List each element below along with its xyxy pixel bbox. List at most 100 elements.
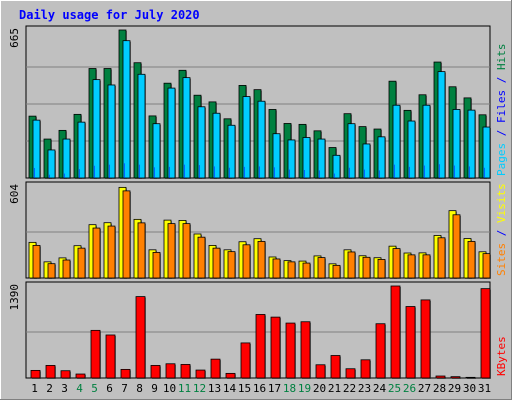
day-14-bars [225,372,236,379]
day-9-bars [150,365,161,379]
x-tick-label: 14 [223,382,237,395]
day-15-bars [240,342,251,379]
bar-sites [407,254,416,279]
bar-sites [437,237,446,279]
bar-files [184,164,185,178]
bar-files [94,165,95,178]
bar-files [244,166,245,178]
bar-kbytes [420,299,431,379]
day-21-bars [328,147,341,179]
panel-daily-kbytes: 1390 KBytes [8,281,508,379]
day-9-bars [148,249,161,279]
bar-kbytes [180,364,191,379]
x-tick-label: 5 [91,382,98,395]
x-tick-label: 18 [283,382,296,395]
bar-pages [392,104,401,179]
legend-text-3: / [495,70,508,90]
bar-sites [212,247,221,279]
bar-kbytes [285,322,296,379]
legend-text-1: / [495,223,508,243]
bar-kbytes [465,376,476,379]
day-18-bars [285,322,296,379]
day-10-bars [163,82,176,179]
day-17-bars [270,316,281,379]
bar-sites [392,248,401,279]
x-tick-label: 10 [163,382,176,395]
ymax-label-daily-kbytes: 1390 [8,284,21,311]
bar-sites [347,251,356,279]
x-tick-label: 9 [151,382,158,395]
day-21-bars [328,263,341,279]
day-19-bars [300,321,311,379]
bar-files [439,164,440,178]
legend-text-2: Files [495,90,508,123]
day-28-bars [435,375,446,379]
legend-text-0: KBytes [495,336,508,376]
day-27-bars [418,252,431,279]
x-tick-label: 11 [178,382,191,395]
bar-sites [182,223,191,279]
day-19-bars [298,260,311,279]
bar-pages [332,154,341,179]
bar-kbytes [210,358,221,379]
bar-pages [437,71,446,179]
day-30-bars [465,376,476,379]
bar-sites [92,227,101,279]
bar-files [109,164,110,178]
bar-files [214,166,215,178]
bar-kbytes [150,365,161,379]
x-tick-label: 21 [328,382,341,395]
bar-sites [47,263,56,279]
day-7-bars [118,186,131,279]
day-24-bars [375,323,386,379]
bar-kbytes-shadow [467,378,476,379]
day-19-bars [298,123,311,179]
day-5-bars [88,224,101,279]
bar-files [349,167,350,178]
bar-kbytes [30,369,41,379]
bar-sites [32,245,41,279]
day-24-bars [373,257,386,279]
bar-pages [197,106,206,179]
day-1-bars [28,241,41,279]
bar-kbytes [225,372,236,379]
panel-daily-visits: 604 Sites / Visits [8,181,508,279]
day-23-bars [358,126,371,179]
bar-pages [167,87,176,179]
bar-files [199,165,200,178]
day-11-bars [180,364,191,379]
day-29-bars [448,86,461,179]
bar-pages [32,119,41,179]
bar-pages [467,109,476,179]
day-6-bars [105,334,116,379]
bar-pages [317,138,326,179]
bar-kbytes [360,359,371,379]
day-30-bars [463,238,476,279]
day-2-bars [45,365,56,379]
day-4-bars [73,113,86,179]
bar-pages [347,123,356,179]
bar-sites [77,247,86,279]
bar-pages [422,104,431,179]
day-2-bars [43,261,56,279]
day-3-bars [60,370,71,379]
bar-files [79,169,80,178]
x-tick-label: 29 [448,382,461,395]
bar-sites [467,241,476,279]
day-8-bars [133,62,146,179]
bar-pages [107,84,116,179]
legend-text-1: / [495,123,508,143]
x-tick-label: 24 [373,382,387,395]
day-29-bars [448,210,461,279]
day-7-bars [120,368,131,379]
bar-kbytes [255,314,266,379]
bar-sites [62,259,71,279]
bar-pages [77,121,86,179]
x-tick-label: 19 [298,382,311,395]
bar-kbytes [375,323,386,379]
bar-files [274,167,275,178]
bar-pages [227,124,236,179]
bar-sites [317,257,326,279]
x-tick-label: 26 [403,382,416,395]
